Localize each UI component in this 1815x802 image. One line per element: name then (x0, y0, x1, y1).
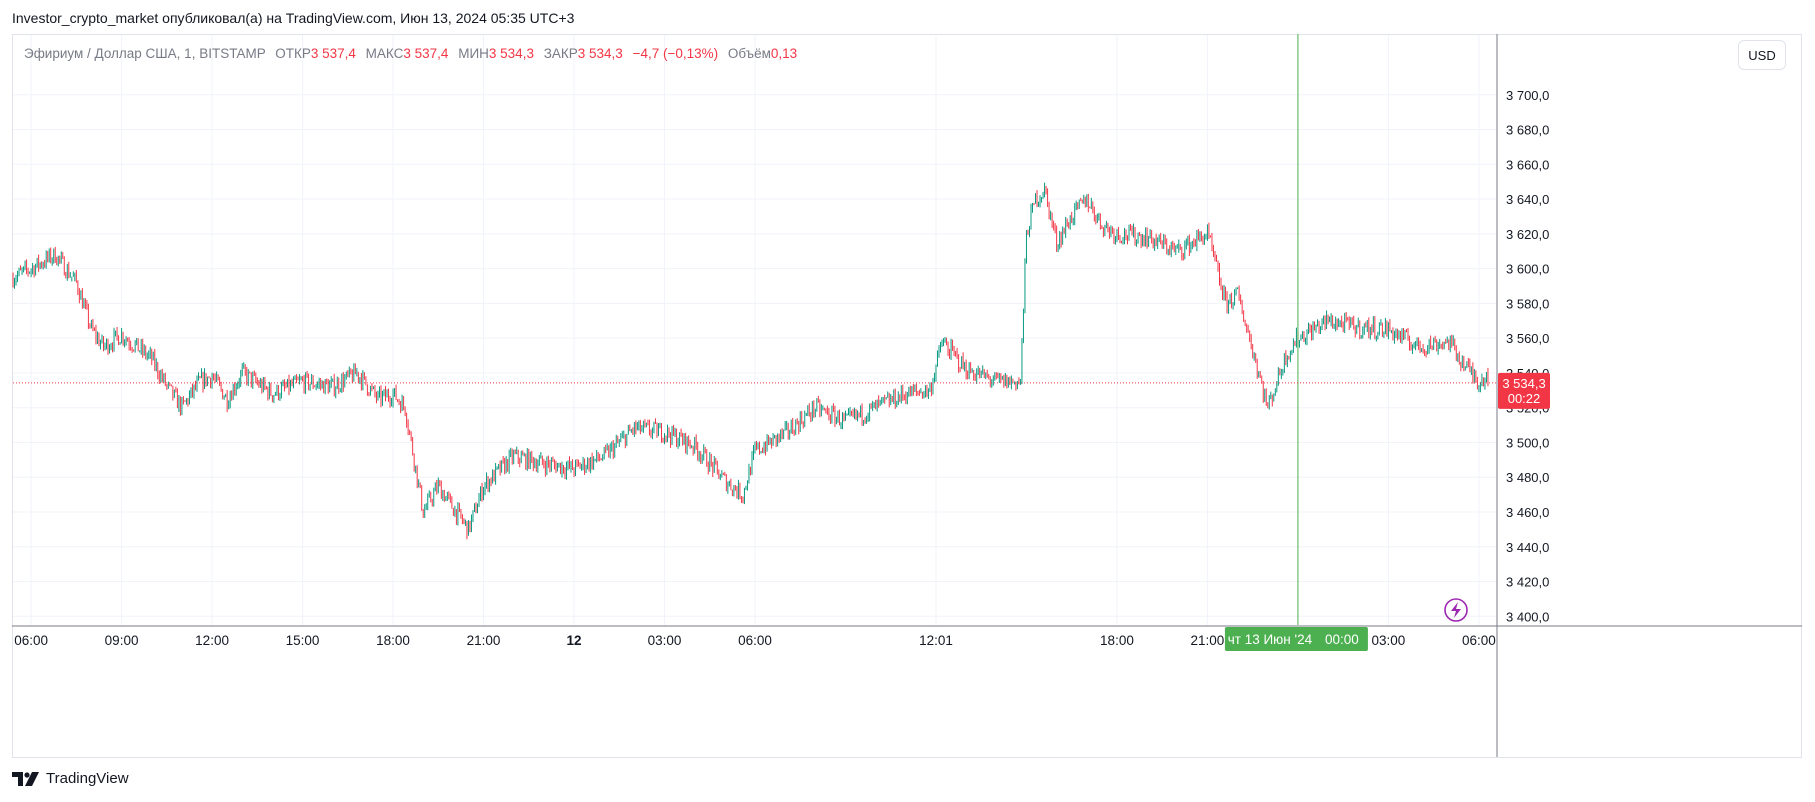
time-axis: 06:00 09:00 12:00 15:00 18:00 21:00 12 03:00 06:… (12, 625, 1802, 648)
chart-frame[interactable] (12, 34, 1802, 758)
footer-brand: TradingView (12, 770, 129, 787)
high-value: 3 537,4 (403, 46, 449, 61)
low-value: 3 534,3 (488, 46, 534, 61)
y-tick-label: 3 480,0 (1506, 470, 1549, 485)
y-tick-label: 3 560,0 (1506, 331, 1549, 346)
ohlc-legend: Эфириум / Доллар США, 1, BITSTAMP ОТКР3 … (24, 46, 797, 61)
crosshair-date: чт 13 Июн '24 (1228, 632, 1313, 647)
y-tick-label: 3 500,0 (1506, 435, 1549, 450)
countdown-value: 00:22 (1508, 391, 1541, 406)
y-tick-label: 3 600,0 (1506, 262, 1549, 277)
x-tick-label: 21:00 (1191, 633, 1225, 648)
lightning-icon-bolt (1451, 602, 1461, 618)
open-value: 3 537,4 (310, 46, 356, 61)
x-tick-label: 12:00 (195, 633, 229, 648)
symbol-name[interactable]: Эфириум / Доллар США, 1, BITSTAMP (24, 46, 266, 61)
y-tick-label: 3 580,0 (1506, 296, 1549, 311)
x-tick-label: 09:00 (105, 633, 139, 648)
currency-button[interactable]: USD (1738, 40, 1786, 70)
y-tick-label: 3 620,0 (1506, 227, 1549, 242)
x-tick-label: 06:00 (14, 633, 48, 648)
y-tick-label: 3 700,0 (1506, 88, 1549, 103)
crosshair-date-badge (1224, 627, 1368, 651)
y-tick-label: 3 420,0 (1506, 575, 1549, 590)
x-tick-label: 12 (567, 633, 582, 648)
x-tick-label: 18:00 (1100, 633, 1134, 648)
low-label: МИН (458, 46, 489, 61)
x-tick-label: 06:00 (1462, 633, 1496, 648)
x-tick-label: 15:00 (286, 633, 320, 648)
x-tick-label: 21:00 (467, 633, 501, 648)
x-tick-label: 06:00 (738, 633, 772, 648)
open-label: ОТКР (275, 46, 311, 61)
y-tick-label: 3 660,0 (1506, 157, 1549, 172)
x-tick-label: 03:00 (1372, 633, 1406, 648)
publish-info: Investor_crypto_market опубликовал(а) на… (12, 10, 575, 26)
volume-value: 0,13 (770, 46, 798, 61)
y-tick-label: 3 440,0 (1506, 540, 1549, 555)
y-tick-label: 3 460,0 (1506, 505, 1549, 520)
volume-label: Объём (727, 46, 771, 61)
last-price-badge (1498, 372, 1550, 409)
x-tick-label: 03:00 (648, 633, 682, 648)
change-value: −4,7 (−0,13%) (632, 46, 719, 61)
last-price-value: 3 534,3 (1502, 376, 1545, 391)
close-label: ЗАКР (543, 46, 578, 61)
x-tick-label: 18:00 (376, 633, 410, 648)
y-tick-label: 3 680,0 (1506, 123, 1549, 138)
grid-lines (13, 35, 1497, 625)
overlays: 3 534,300:22 чт 13 Июн '24 00:00 (13, 372, 1550, 651)
lightning-icon-ring (1444, 598, 1468, 622)
lightning-icon[interactable] (1444, 598, 1468, 622)
tradingview-logo-icon (12, 771, 39, 786)
x-tick-label: 12:01 (919, 633, 953, 648)
brand-name: TradingView (46, 770, 129, 787)
high-label: МАКС (365, 46, 404, 61)
close-value: 3 534,3 (577, 46, 623, 61)
candles (12, 182, 1489, 540)
crosshair-time: 00:00 (1325, 632, 1359, 647)
y-tick-label: 3 640,0 (1506, 192, 1549, 207)
y-tick-label: 3 400,0 (1506, 609, 1549, 624)
